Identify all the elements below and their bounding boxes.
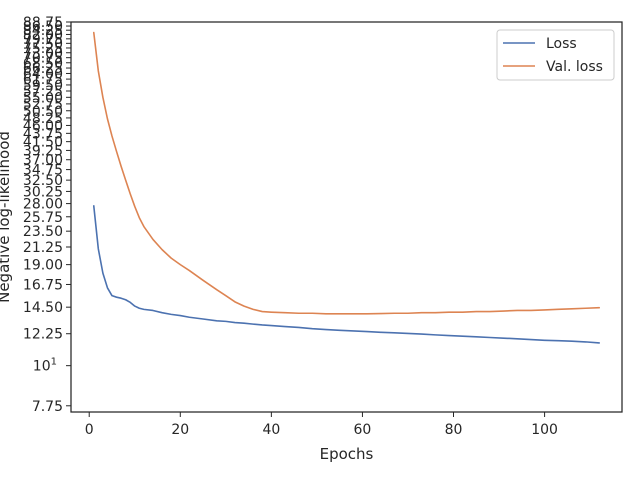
y-tick-label: 77.50 <box>23 36 63 52</box>
y-tick-label: 64.00 <box>23 66 63 82</box>
x-tick-label: 40 <box>262 422 280 438</box>
y-tick-label: 16.75 <box>23 277 63 293</box>
y-tick-label: 88.75 <box>23 15 63 31</box>
legend-label-val-loss: Val. loss <box>546 59 603 75</box>
x-tick-label: 20 <box>171 422 189 438</box>
y-axis: 7.75 101 12.25 14.50 16.75 19.00 21.2523.5025.… <box>23 15 71 415</box>
y-tick-label: 75.25 <box>23 41 63 57</box>
y-tick-label: 34.75 <box>23 163 63 179</box>
y-axis-label: Negative log-likelihood <box>0 131 13 303</box>
y-tick-label: 12.25 <box>23 327 63 343</box>
y-tick-label: 25.75 <box>23 210 63 226</box>
legend-label-loss: Loss <box>546 36 577 52</box>
y-tick-label: 30.25 <box>23 184 63 200</box>
y-tick-label: 84.25 <box>23 23 63 39</box>
y-tick-label: 19.00 <box>23 258 63 274</box>
x-tick-label: 100 <box>531 422 558 438</box>
y-tick-label: 32.50 <box>23 173 63 189</box>
y-tick-label: 23.50 <box>23 224 63 240</box>
plot-frame <box>70 21 623 413</box>
y-tick-label: 37.00 <box>23 153 63 169</box>
series-line-val-loss <box>92 31 601 315</box>
y-tick-label: 7.75 <box>32 399 63 415</box>
y-tick-label: 101 <box>33 357 57 375</box>
x-tick-label: 80 <box>445 422 463 438</box>
y-tick-label: 39.25 <box>23 143 63 159</box>
y-tick-label: 70.75 <box>23 51 63 67</box>
y-tick-label: 41.50 <box>23 135 63 151</box>
series-layer <box>92 31 601 344</box>
x-axis: 0 20 40 60 80 100 <box>85 412 558 438</box>
y-tick-label: 59.50 <box>23 78 63 94</box>
x-tick-label: 0 <box>85 422 94 438</box>
y-tick-label: 55.00 <box>23 90 63 106</box>
y-tick-label: 82.00 <box>23 27 63 43</box>
y-tick-label: 66.25 <box>23 61 63 77</box>
y-tick-label: 21.25 <box>23 240 63 256</box>
y-tick-label: 50.50 <box>23 104 63 120</box>
y-tick-label: 52.75 <box>23 97 63 113</box>
series-line-loss <box>92 205 601 344</box>
legend: Loss Val. loss <box>496 29 615 81</box>
y-tick-label: 48.25 <box>23 111 63 127</box>
plot-background <box>71 22 622 412</box>
y-tick-label: 73.00 <box>23 46 63 62</box>
y-tick-label: 86.50 <box>23 19 63 35</box>
y-tick-label: 28.00 <box>23 197 63 213</box>
y-tick-label: 57.25 <box>23 84 63 100</box>
y-tick-label: 14.50 <box>23 300 63 316</box>
y-tick-label: 79.75 <box>23 32 63 48</box>
y-tick-label: 46.00 <box>23 118 63 134</box>
x-axis-label: Epochs <box>320 445 374 463</box>
y-tick-label: 68.50 <box>23 56 63 72</box>
y-tick-label: 43.75 <box>23 126 63 142</box>
x-tick-label: 60 <box>354 422 372 438</box>
y-tick-label: 61.75 <box>23 72 63 88</box>
